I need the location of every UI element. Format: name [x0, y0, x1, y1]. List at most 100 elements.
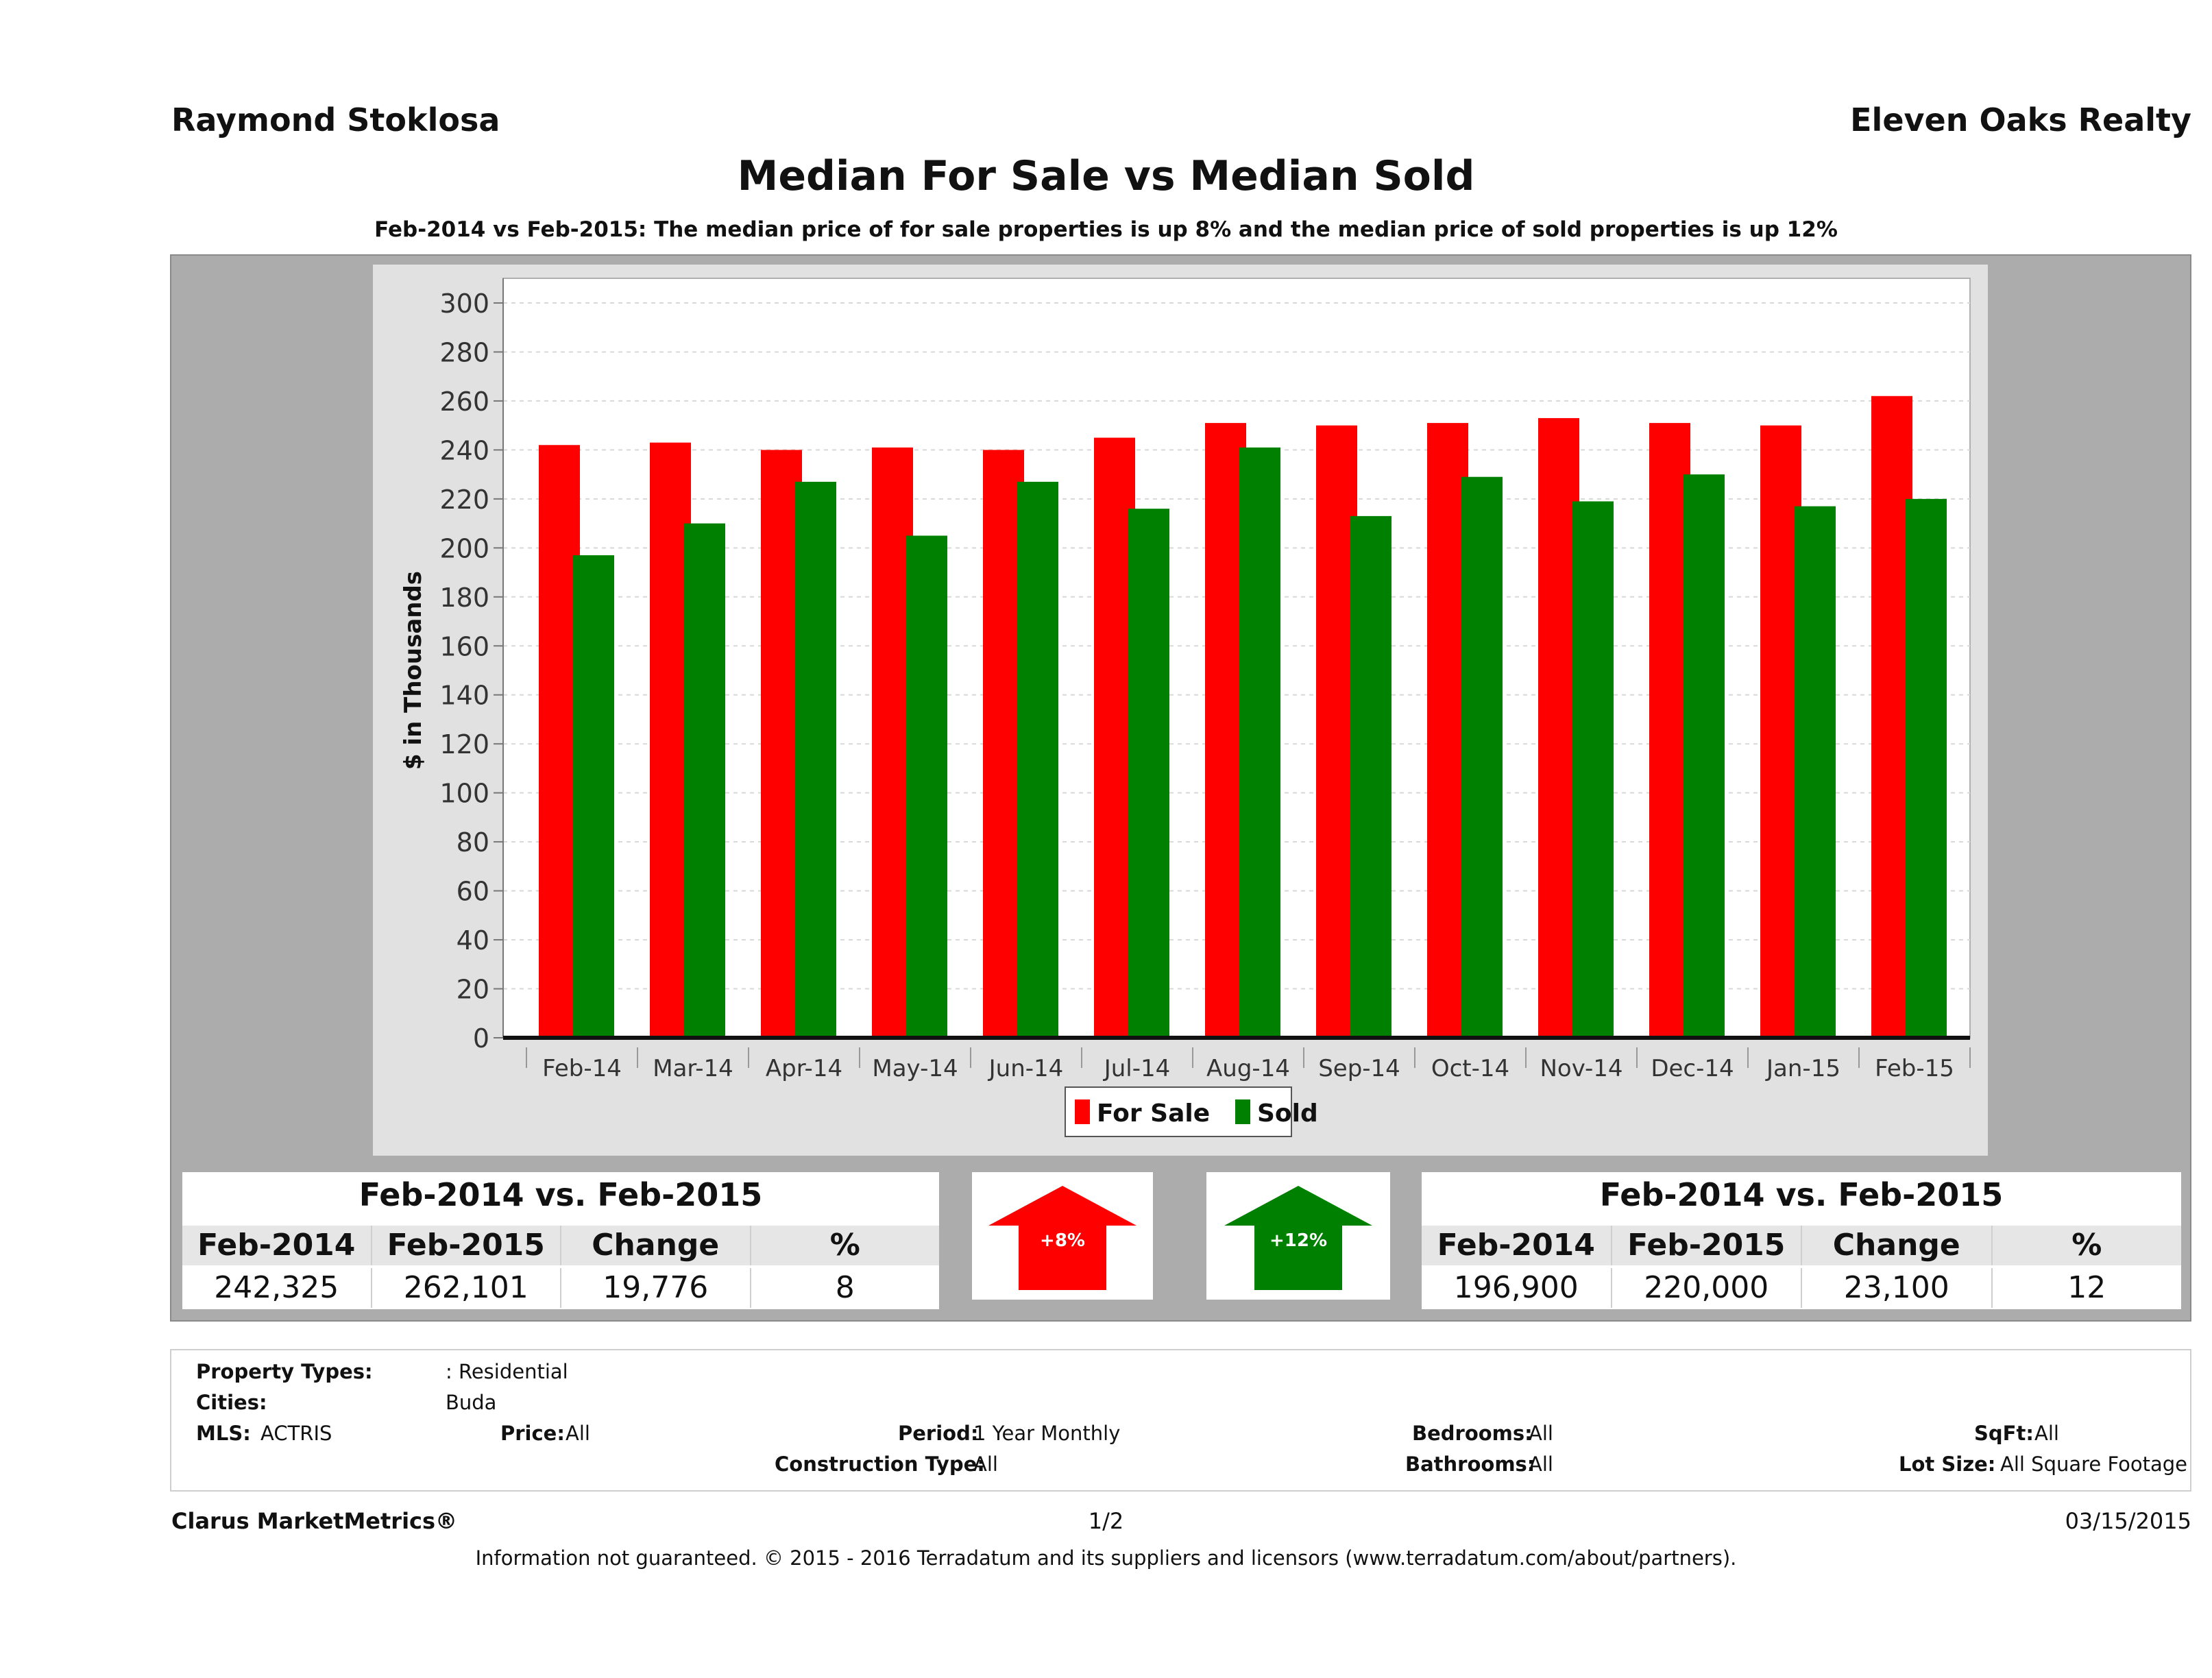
legend-swatch	[1235, 1099, 1250, 1124]
for-sale-stats-values: 242,325 262,101 19,776 8	[182, 1268, 939, 1308]
mls-label: MLS:	[196, 1422, 251, 1445]
legend-label: Sold	[1257, 1099, 1318, 1128]
x-tick-label: Jul-14	[1103, 1055, 1171, 1082]
sqft-value: All	[2034, 1422, 2059, 1445]
col-feb-2014: Feb-2014	[1422, 1226, 1612, 1265]
for-sale-stats: Feb-2014 vs. Feb-2015 Feb-2014 Feb-2015 …	[182, 1172, 939, 1309]
y-tick-label: 20	[457, 975, 489, 1005]
value-feb-2015: 220,000	[1612, 1268, 1802, 1308]
cities-label: Cities:	[196, 1391, 267, 1414]
footer-page-number: 1/2	[1088, 1508, 1124, 1534]
for-sale-stats-heading: Feb-2014 vs. Feb-2015	[358, 1176, 763, 1213]
chart-area: 0 20 40 60 80 100 120 140 160 180 200 220 240 260 280 3…	[373, 265, 1988, 1156]
x-tick-label: Jun-14	[988, 1055, 1064, 1082]
lot-size-label: Lot Size:	[1899, 1452, 1996, 1476]
bathrooms-label: Bathrooms:	[1405, 1452, 1535, 1476]
x-tick-label: Mar-14	[653, 1055, 733, 1082]
lot-size-value: All Square Footage	[2000, 1452, 2188, 1476]
search-criteria: Property Types: : Residential Cities: Bu…	[170, 1349, 2191, 1492]
col-change: Change	[561, 1226, 751, 1265]
period-value: 1 Year Monthly	[973, 1422, 1121, 1445]
for-sale-change-label: +8%	[1040, 1230, 1085, 1251]
bar-sold	[1128, 509, 1169, 1038]
bar-chart: 0 20 40 60 80 100 120 140 160 180 200 220 240 260 280 3…	[400, 278, 1971, 1137]
sold-stats-heading: Feb-2014 vs. Feb-2015	[1599, 1176, 2004, 1213]
legend-swatch	[1075, 1099, 1090, 1124]
y-tick-label: 120	[439, 729, 489, 759]
price-label: Price:	[500, 1422, 565, 1445]
bar-sold	[1906, 498, 1947, 1038]
footer-disclaimer: Information not guaranteed. © 2015 - 201…	[475, 1546, 1737, 1570]
sqft-label: SqFt:	[1974, 1422, 2034, 1445]
y-tick-label: 40	[457, 925, 489, 956]
cities-value: Buda	[446, 1391, 497, 1414]
bar-sold	[1017, 481, 1058, 1038]
col-feb-2014: Feb-2014	[182, 1226, 372, 1265]
y-tick-label: 220	[439, 485, 489, 515]
bathrooms-value: All	[1529, 1452, 1553, 1476]
legend-label: For Sale	[1097, 1099, 1210, 1128]
property-types-value: : Residential	[446, 1360, 568, 1383]
col-change: Change	[1802, 1226, 1993, 1265]
x-tick-label: Oct-14	[1431, 1055, 1509, 1082]
sold-stats-columns: Feb-2014 Feb-2015 Change %	[1422, 1226, 2181, 1265]
bar-sold	[1684, 474, 1725, 1038]
bar-sold	[795, 481, 836, 1038]
sold-stats-values: 196,900 220,000 23,100 12	[1422, 1268, 2181, 1308]
x-tick-label: Nov-14	[1540, 1055, 1623, 1082]
property-types-label: Property Types:	[196, 1360, 373, 1383]
x-tick-label: Sep-14	[1318, 1055, 1400, 1082]
col-percent: %	[829, 1228, 860, 1263]
sold-change-indicator: +12%	[1206, 1172, 1390, 1300]
y-tick-label: 100	[439, 779, 489, 809]
y-tick-label: 300	[439, 289, 489, 319]
bar-sold	[906, 535, 947, 1038]
footer-brand: Clarus MarketMetrics®	[171, 1508, 458, 1534]
up-arrow-icon	[988, 1186, 1137, 1290]
x-tick-label: Dec-14	[1651, 1055, 1734, 1082]
value-feb-2014: 242,325	[182, 1268, 372, 1308]
up-arrow-icon	[1224, 1186, 1372, 1290]
bedrooms-value: All	[1529, 1422, 1553, 1445]
x-tick-label: May-14	[872, 1055, 958, 1082]
bar-sold	[1350, 515, 1391, 1038]
bar-sold	[684, 523, 725, 1038]
page-subtitle: Feb-2014 vs Feb-2015: The median price o…	[374, 217, 1838, 242]
company-name: Eleven Oaks Realty	[1850, 101, 2191, 138]
y-tick-label: 280	[439, 337, 489, 367]
x-tick-label: Feb-14	[542, 1055, 622, 1082]
y-tick-label: 240	[439, 435, 489, 465]
y-tick-label: 180	[439, 583, 489, 613]
sold-stats: Feb-2014 vs. Feb-2015 Feb-2014 Feb-2015 …	[1422, 1172, 2181, 1309]
bar-sold	[1795, 506, 1836, 1038]
x-tick-label: Jan-15	[1765, 1055, 1840, 1082]
bar-sold	[1461, 476, 1503, 1038]
y-tick-label: 0	[473, 1023, 489, 1054]
bar-sold	[573, 555, 614, 1038]
y-tick-label: 260	[439, 387, 489, 417]
bedrooms-label: Bedrooms:	[1412, 1422, 1533, 1445]
x-tick-label: Apr-14	[766, 1055, 842, 1082]
col-percent: %	[2071, 1228, 2102, 1263]
bar-sold	[1572, 501, 1614, 1038]
sold-change-label: +12%	[1269, 1230, 1327, 1251]
page-title: Median For Sale vs Median Sold	[737, 152, 1475, 200]
construction-label: Construction Type:	[775, 1452, 985, 1476]
for-sale-change-indicator: +8%	[972, 1172, 1153, 1300]
value-percent: 8	[835, 1270, 855, 1305]
y-tick-label: 200	[439, 533, 489, 563]
price-value: All	[566, 1422, 590, 1445]
x-tick-label: Feb-15	[1875, 1055, 1954, 1082]
x-tick-label: Aug-14	[1206, 1055, 1290, 1082]
value-percent: 12	[2067, 1270, 2106, 1305]
y-axis-label: $ in Thousands	[400, 571, 427, 770]
col-feb-2015: Feb-2015	[372, 1226, 561, 1265]
for-sale-stats-columns: Feb-2014 Feb-2015 Change %	[182, 1226, 939, 1265]
value-feb-2014: 196,900	[1422, 1268, 1612, 1308]
y-tick-label: 160	[439, 631, 489, 661]
agent-name: Raymond Stoklosa	[171, 101, 500, 138]
col-feb-2015: Feb-2015	[1612, 1226, 1802, 1265]
value-change: 19,776	[561, 1268, 751, 1308]
construction-value: All	[973, 1452, 998, 1476]
value-change: 23,100	[1802, 1268, 1993, 1308]
